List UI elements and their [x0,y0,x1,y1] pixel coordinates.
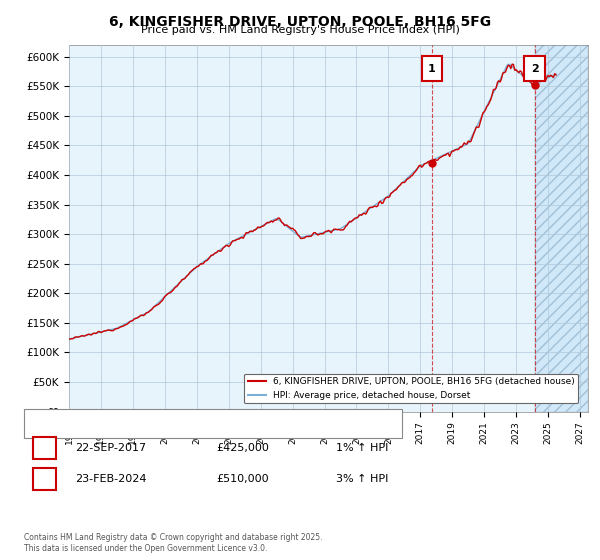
Bar [535,45,588,412]
Bar [535,45,588,412]
FancyBboxPatch shape [524,56,545,81]
Legend: 6, KINGFISHER DRIVE, UPTON, POOLE, BH16 5FG (detached house), HPI: Average price: 6, KINGFISHER DRIVE, UPTON, POOLE, BH16 … [244,374,578,403]
Text: £510,000: £510,000 [216,474,269,484]
Text: 6, KINGFISHER DRIVE, UPTON, POOLE, BH16 5FG: 6, KINGFISHER DRIVE, UPTON, POOLE, BH16 … [109,15,491,29]
Text: ——: —— [35,427,57,437]
Text: 6, KINGFISHER DRIVE, UPTON, POOLE, BH16 5FG (detached house): 6, KINGFISHER DRIVE, UPTON, POOLE, BH16 … [57,418,385,428]
FancyBboxPatch shape [422,56,442,81]
Text: £425,000: £425,000 [216,443,269,453]
Text: HPI: Average price, detached house, Dorset: HPI: Average price, detached house, Dors… [57,427,271,437]
Text: 1% ↑ HPI: 1% ↑ HPI [336,443,388,453]
Text: 22-SEP-2017: 22-SEP-2017 [75,443,146,453]
Text: 2: 2 [530,64,538,74]
Text: Contains HM Land Registry data © Crown copyright and database right 2025.
This d: Contains HM Land Registry data © Crown c… [24,533,323,553]
Text: 3% ↑ HPI: 3% ↑ HPI [336,474,388,484]
Text: ——: —— [35,418,57,428]
Text: 2: 2 [41,474,48,484]
Text: Price paid vs. HM Land Registry's House Price Index (HPI): Price paid vs. HM Land Registry's House … [140,25,460,35]
Text: 23-FEB-2024: 23-FEB-2024 [75,474,146,484]
Text: 1: 1 [428,64,436,74]
Text: 1: 1 [41,443,48,453]
